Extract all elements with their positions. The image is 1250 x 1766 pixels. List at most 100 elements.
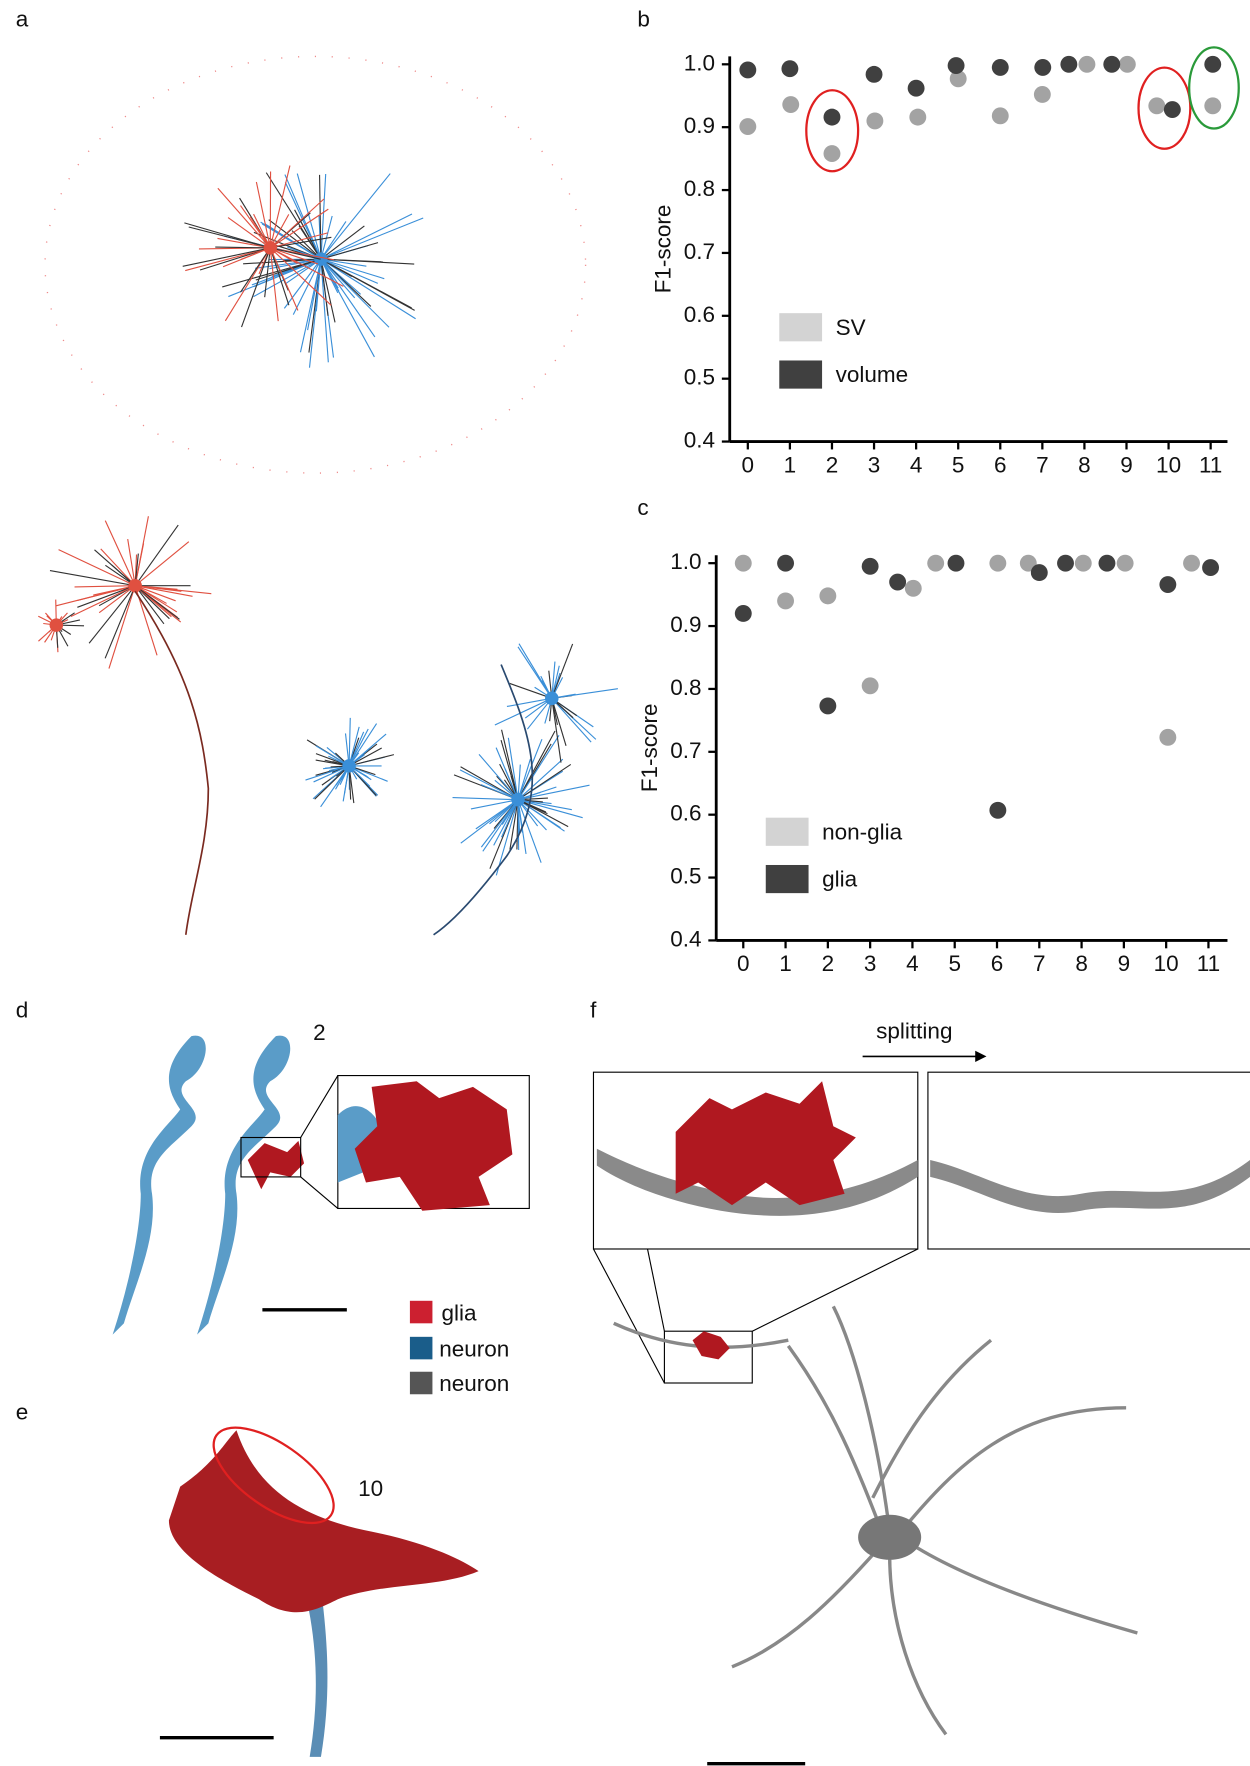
graph-edge [552,644,573,698]
zoom-line [752,1249,918,1331]
legend-label: neuron [439,1336,509,1361]
legend-swatch [779,360,822,388]
data-point [862,558,879,575]
data-point [777,555,794,572]
data-point [948,57,965,74]
legend-label: SV [836,315,866,340]
y-tick-label: 0.7 [670,738,701,763]
figure: a b c d e f 2 glia neuron neuron 10 spli… [0,0,1250,1766]
graph-edge [270,165,290,247]
graph-edge [496,800,518,876]
data-point [948,555,965,572]
data-point [866,112,883,129]
graph-edge [320,175,321,259]
graph-edge [502,730,518,800]
graph-edge [518,800,568,827]
x-tick-label: 1 [784,452,797,477]
x-tick-label: 11 [1199,452,1222,477]
zoom-line [301,1076,338,1138]
data-point [824,145,841,162]
data-point [866,66,883,83]
data-point [1117,555,1134,572]
graph-edge [460,770,518,800]
data-point [1183,555,1200,572]
soma [858,1515,921,1560]
graph-edge [507,698,552,706]
y-tick-label: 0.8 [670,675,701,700]
y-axis-label: F1-score [637,703,662,792]
data-point [1060,56,1077,73]
data-point [1202,559,1219,576]
graph-edge [518,647,552,698]
x-tick-label: 10 [1156,452,1181,477]
data-point [782,96,799,113]
graph-edge [135,516,148,585]
graph-edge [228,218,270,248]
graph-edge [321,226,364,259]
y-tick-label: 0.5 [670,864,701,889]
zoom-line [648,1249,665,1331]
graph-edge [321,174,390,260]
y-tick-label: 0.6 [684,302,715,327]
graph-edge [183,248,271,266]
annotation: 10 [358,1476,383,1501]
graph-edge [94,550,135,586]
panel-label: f [590,997,597,1022]
x-tick-label: 0 [737,951,750,976]
legend-label: glia [822,867,858,892]
panel-label: d [16,997,29,1022]
graph-edge [59,550,136,586]
neuron-shape [113,1036,206,1335]
data-point [1119,56,1136,73]
data-point [909,109,926,126]
graph-edge [270,248,298,311]
graph-edge [321,214,412,259]
y-tick-label: 1.0 [684,50,715,75]
data-point [905,580,922,597]
graph-edge [552,698,561,762]
graph-edge [135,591,208,934]
x-tick-label: 4 [906,951,919,976]
graph-edge [349,718,350,766]
graph-edge [56,586,135,606]
data-point [739,62,756,79]
x-tick-label: 5 [948,951,961,976]
data-point [735,555,752,572]
graph-ring [45,56,586,473]
graph-edge [321,259,416,319]
graph-node [342,759,356,773]
data-point [992,59,1009,76]
data-point [819,697,836,714]
x-tick-label: 3 [864,951,877,976]
data-point [1034,86,1051,103]
graph-node [128,579,142,593]
legend-label: volume [836,362,909,387]
panel-label: a [16,6,29,31]
x-tick-label: 6 [994,452,1007,477]
y-tick-label: 0.9 [684,113,715,138]
data-point [735,605,752,622]
legend-label: neuron [439,1371,509,1396]
graph-edge [321,174,326,259]
neuron-shape [304,1588,327,1757]
y-tick-label: 0.7 [684,239,715,264]
x-tick-label: 3 [868,452,881,477]
y-tick-label: 0.8 [684,176,715,201]
neuron-shape [732,1306,1137,1734]
panel-label: c [637,495,648,520]
graph-edge [453,798,518,800]
legend-swatch [766,818,809,846]
x-tick-label: 2 [822,951,835,976]
data-point [781,60,798,77]
data-point [862,677,879,694]
graph-node [50,618,64,632]
legend-swatch [410,1372,433,1395]
x-tick-label: 4 [910,452,923,477]
graph-edge [215,247,270,248]
data-point [819,587,836,604]
x-tick-label: 0 [742,452,755,477]
y-tick-label: 0.4 [670,926,701,951]
graph-edge [321,218,423,259]
x-tick-label: 7 [1033,951,1046,976]
data-point [1034,59,1051,76]
